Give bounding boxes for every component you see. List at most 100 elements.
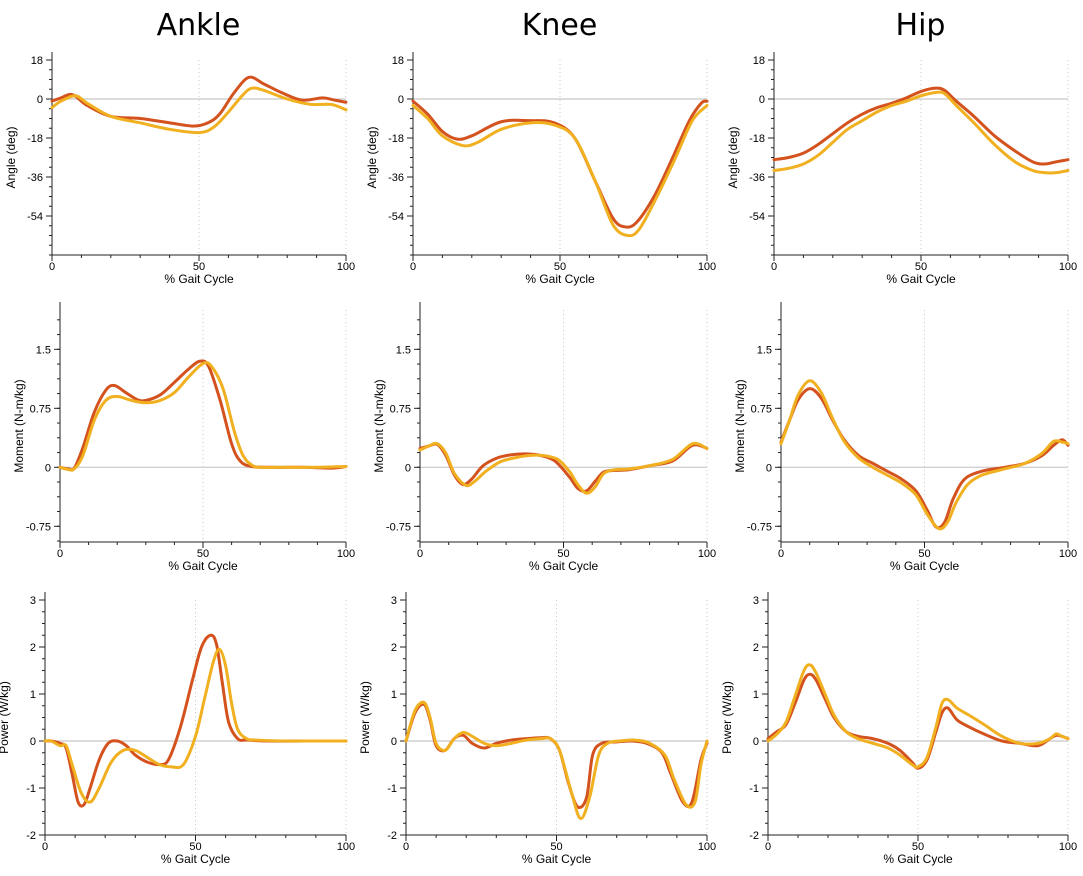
x-tick-label: 0 [49, 261, 55, 273]
y-tick-label: -54 [749, 211, 765, 223]
x-tick-label: 0 [771, 261, 777, 273]
y-tick-label: 0 [37, 94, 43, 106]
column-title-knee: Knee [521, 8, 598, 43]
y-tick-label: 2 [30, 642, 36, 654]
x-tick-label: 100 [1059, 548, 1077, 560]
y-axis-label: Moment (N-m/kg) [372, 379, 386, 472]
y-tick-label: 1 [391, 689, 397, 701]
series-line-1 [43, 633, 348, 808]
chart-hip-power: 3 2 1 0 -1 -2 0 50 100 % Gait Cycle Power (W/kg) [720, 592, 1077, 866]
chart-knee-angle: 18 0 -18 -36 -54 0 50 100 % Gait Cycle Angle (deg… [365, 52, 716, 286]
x-tick-label: 50 [189, 841, 201, 853]
y-tick-label: 18 [31, 55, 43, 67]
series-line-2 [772, 90, 1070, 175]
x-tick-label: 100 [698, 841, 716, 853]
y-tick-label: -36 [749, 172, 765, 184]
x-tick-label: 0 [417, 548, 423, 560]
y-axis-label: Power (W/kg) [720, 681, 734, 754]
y-tick-label: 3 [30, 595, 36, 607]
x-tick-label: 50 [554, 261, 566, 273]
x-tick-label: 100 [698, 548, 716, 560]
y-tick-label: 0 [30, 736, 36, 748]
y-tick-label: -18 [388, 133, 404, 145]
x-tick-label: 50 [912, 841, 924, 853]
x-tick-label: 100 [337, 548, 355, 560]
y-tick-label: 0 [753, 736, 759, 748]
x-tick-label: 50 [918, 548, 930, 560]
x-axis-label: % Gait Cycle [168, 559, 238, 573]
chart-ankle-moment: 1.5 0.75 0 -0.75 0 50 100 % Gait Cycle Moment (N… [12, 302, 355, 573]
chart-knee-moment: 1.5 0.75 0 -0.75 0 50 100 % Gait Cycle Moment (N… [372, 302, 716, 573]
y-axis-label: Angle (deg) [726, 126, 740, 188]
column-title-ankle: Ankle [156, 8, 241, 43]
y-axis-label: Power (W/kg) [0, 681, 11, 754]
x-tick-label: 50 [550, 841, 562, 853]
chart-knee-power: 3 2 1 0 -1 -2 0 50 100 % Gait Cycle Power (W/kg) [358, 592, 716, 866]
series-line-1 [772, 86, 1070, 166]
y-axis-label: Angle (deg) [4, 126, 18, 188]
y-tick-label: -2 [749, 830, 759, 842]
y-tick-label: 18 [753, 55, 765, 67]
series-line-2 [766, 663, 1070, 769]
y-tick-label: 0.75 [390, 403, 411, 415]
y-tick-label: -36 [27, 172, 43, 184]
x-tick-label: 100 [698, 261, 716, 273]
y-tick-label: 18 [392, 55, 404, 67]
y-axis-label: Angle (deg) [365, 126, 379, 188]
x-axis-label: % Gait Cycle [164, 272, 234, 286]
y-tick-label: -54 [388, 211, 404, 223]
y-tick-label: 2 [391, 642, 397, 654]
x-tick-label: 100 [1059, 261, 1077, 273]
y-axis-label: Moment (N-m/kg) [733, 379, 747, 472]
y-tick-label: -36 [388, 172, 404, 184]
series-line-1 [50, 75, 348, 128]
y-tick-label: 1 [753, 689, 759, 701]
y-tick-label: -54 [27, 211, 43, 223]
x-tick-label: 0 [42, 841, 48, 853]
y-tick-label: -18 [27, 133, 43, 145]
x-axis-label: % Gait Cycle [886, 272, 956, 286]
y-tick-label: -2 [26, 830, 36, 842]
x-tick-label: 0 [403, 841, 409, 853]
y-tick-label: -1 [387, 783, 397, 795]
series-line-2 [43, 647, 348, 804]
chart-ankle-angle: 18 0 -18 -36 -54 0 50 100 % Gait Cycle Angle (deg… [4, 52, 355, 286]
chart-hip-moment: 1.5 0.75 0 -0.75 0 50 100 % Gait Cycle Moment (N… [733, 302, 1077, 573]
y-tick-label: -0.75 [747, 521, 772, 533]
series-line-2 [404, 700, 709, 821]
x-tick-label: 100 [1059, 841, 1077, 853]
y-tick-label: 0.75 [751, 403, 772, 415]
y-tick-label: 3 [391, 595, 397, 607]
series-line-1 [58, 359, 348, 472]
x-axis-label: % Gait Cycle [890, 559, 960, 573]
y-tick-label: 2 [753, 642, 759, 654]
y-tick-label: 0.75 [30, 403, 51, 415]
series-line-2 [58, 361, 348, 472]
x-axis-label: % Gait Cycle [522, 852, 592, 866]
y-tick-label: -0.75 [26, 521, 51, 533]
x-tick-label: 0 [765, 841, 771, 853]
y-tick-label: 0 [405, 462, 411, 474]
x-tick-label: 50 [193, 261, 205, 273]
series-line-2 [50, 86, 348, 135]
y-axis-label: Moment (N-m/kg) [12, 379, 26, 472]
y-tick-label: 0 [759, 94, 765, 106]
x-axis-label: % Gait Cycle [525, 272, 595, 286]
x-tick-label: 50 [197, 548, 209, 560]
y-tick-label: 0 [45, 462, 51, 474]
y-tick-label: -1 [26, 783, 36, 795]
series-line-2 [411, 104, 709, 238]
x-tick-label: 100 [337, 261, 355, 273]
y-tick-label: 0 [766, 462, 772, 474]
x-axis-label: % Gait Cycle [161, 852, 231, 866]
x-axis-label: % Gait Cycle [883, 852, 953, 866]
series-line-2 [779, 379, 1070, 531]
x-tick-label: 50 [915, 261, 927, 273]
chart-ankle-power: 3 2 1 0 -1 -2 0 50 100 % Gait Cycle Power (W/kg) [0, 592, 355, 866]
x-tick-label: 100 [337, 841, 355, 853]
x-tick-label: 0 [778, 548, 784, 560]
y-tick-label: 1.5 [36, 344, 51, 356]
chart-hip-angle: 18 0 -18 -36 -54 0 50 100 % Gait Cycle Angle (deg… [726, 52, 1077, 286]
y-axis-label: Power (W/kg) [358, 681, 372, 754]
